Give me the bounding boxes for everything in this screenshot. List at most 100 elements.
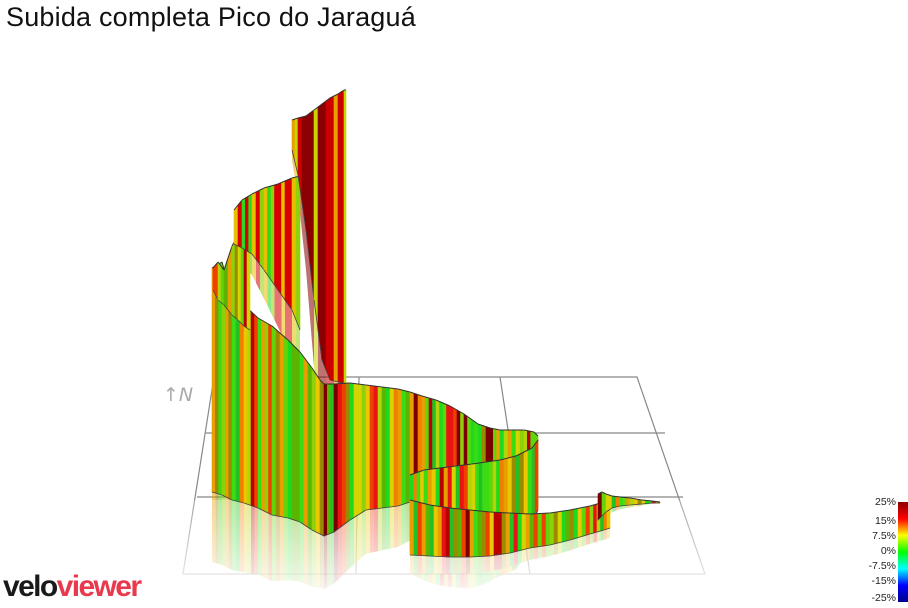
- profile-bottom-edge: [291, 149, 299, 176]
- gradient-segment: [557, 510, 563, 544]
- gradient-segment: [251, 191, 257, 261]
- gradient-segment: [235, 299, 241, 503]
- gradient-segment: [573, 508, 579, 540]
- reflection-segment: [256, 259, 260, 291]
- veloviewer-logo[interactable]: veloviewer: [3, 570, 142, 603]
- profile-bottom-edge: [241, 247, 253, 255]
- gradient-segment: [307, 361, 313, 531]
- gradient-segment: [509, 512, 515, 554]
- gradient-segment: [303, 356, 309, 528]
- profile-top-edge: [409, 391, 423, 397]
- profile-bottom-edge: [397, 501, 411, 507]
- gradient-segment: [531, 443, 536, 522]
- gradient-segment: [345, 382, 351, 524]
- gradient-segment: [589, 504, 594, 535]
- profile-top-edge: [469, 509, 491, 513]
- profile-top-edge: [241, 193, 253, 201]
- gradient-segment: [271, 325, 277, 517]
- profile-bottom-edge: [221, 494, 233, 501]
- gradient-segment: [449, 507, 455, 558]
- gradient-segment: [626, 497, 631, 506]
- profile-top-edge: [233, 199, 243, 211]
- gradient-segment: [521, 513, 527, 551]
- legend-tick: 15%: [874, 515, 896, 527]
- profile-top-edge: [463, 413, 479, 425]
- gradient-segment: [421, 502, 427, 557]
- profile-top-edge: [337, 89, 345, 95]
- gradient-segment: [611, 495, 617, 509]
- profile-top-edge: [313, 103, 323, 111]
- profile-bottom-edge: [211, 491, 223, 496]
- reflection-segment: [252, 254, 256, 283]
- gradient-segment: [254, 314, 259, 509]
- profile-top-edge: [217, 261, 225, 271]
- gradient-segment: [267, 185, 272, 281]
- gradient-segment: [281, 180, 286, 301]
- profile-bottom-edge: [509, 547, 531, 554]
- gradient-segment: [315, 373, 321, 535]
- gradient-segment: [259, 187, 265, 271]
- profile-bottom-edge: [529, 544, 551, 549]
- profile-bottom-edge: [365, 507, 383, 511]
- gradient-segment: [248, 193, 253, 255]
- profile-top-edge: [287, 339, 301, 353]
- gradient-segment: [330, 383, 335, 534]
- profile-top-edge: [531, 439, 539, 449]
- profile-bottom-edge: [313, 299, 323, 361]
- gradient-segment: [605, 493, 610, 513]
- gradient-segment: [608, 494, 613, 511]
- gradient-segment: [237, 199, 243, 249]
- profile-top-edge: [435, 399, 451, 407]
- gradient-segment: [333, 383, 339, 533]
- profile-top-edge: [533, 431, 539, 437]
- gradient-segment: [369, 385, 375, 510]
- profile-bottom-edge: [233, 243, 243, 249]
- gradient-segment: [287, 339, 293, 520]
- gradient-segment: [264, 321, 269, 514]
- gradient-segment: [274, 183, 279, 291]
- gradient-segment: [220, 265, 225, 306]
- gradient-segment: [343, 89, 347, 385]
- profile-bottom-edge: [589, 529, 605, 535]
- gradient-segment: [337, 383, 343, 530]
- gradient-segment: [493, 511, 499, 556]
- gradient-segment: [541, 512, 547, 547]
- profile-top-edge: [477, 423, 491, 429]
- gradient-segment: [397, 388, 403, 507]
- profile-bottom-edge: [263, 269, 279, 291]
- gradient-segment: [469, 509, 475, 558]
- gradient-segment: [263, 186, 268, 276]
- gradient-segment: [545, 512, 551, 546]
- gradient-segment: [231, 240, 236, 319]
- profile-bottom-edge: [291, 309, 301, 331]
- gradient-segment: [317, 103, 323, 361]
- gradient-segment: [245, 195, 249, 253]
- profile-top-edge: [423, 467, 441, 471]
- gradient-segment: [377, 386, 383, 509]
- profile-top-edge: [489, 427, 501, 431]
- gradient-segment: [295, 347, 301, 523]
- gradient-segment: [409, 499, 415, 556]
- gradient-segment: [340, 89, 345, 384]
- profile-top-edge: [365, 384, 383, 388]
- chart-title: Subida completa Pico do Jaraguá: [6, 2, 416, 32]
- gradient-segment: [327, 383, 331, 536]
- profile-top-edge: [409, 499, 431, 506]
- reflection-segment: [278, 290, 282, 335]
- gradient-segment: [299, 351, 305, 526]
- gradient-segment: [319, 379, 325, 537]
- gradient-segment: [453, 508, 459, 558]
- profile-bottom-edge: [305, 229, 315, 301]
- gradient-segment: [425, 503, 431, 557]
- profile-bottom-edge: [231, 499, 245, 504]
- profile-bottom-edge: [223, 304, 233, 316]
- gradient-segment: [437, 505, 443, 557]
- reflection-segment: [285, 300, 289, 349]
- gradient-segment: [537, 513, 543, 548]
- profile-bottom-edge: [243, 325, 251, 331]
- profile-bottom-edge: [323, 531, 335, 537]
- gradient-segment: [549, 512, 555, 546]
- profile-top-edge: [515, 447, 533, 457]
- legend-tick: 0%: [880, 545, 896, 557]
- gradient-segment: [373, 385, 379, 510]
